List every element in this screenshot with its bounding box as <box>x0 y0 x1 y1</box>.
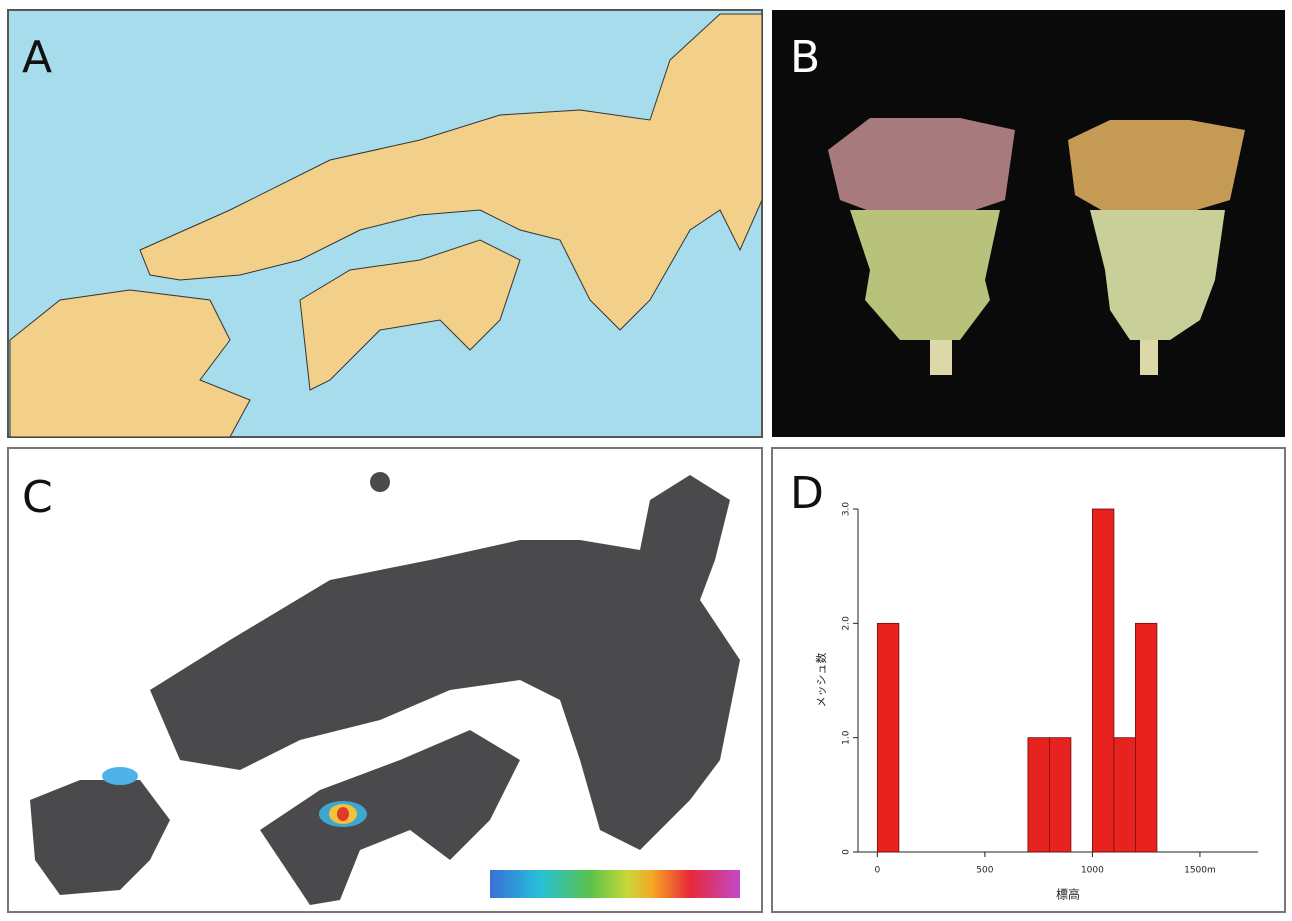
panel-label: C <box>22 472 53 523</box>
bar <box>1049 738 1071 852</box>
color-bar <box>490 870 740 898</box>
panel-d: D 標高 メッシュ数 0 1.0 2.0 3.0 0 500 1000 1500m <box>772 448 1285 912</box>
hotspot <box>102 767 138 785</box>
panel-label: A <box>22 32 52 83</box>
figure: A B C D <box>0 0 1292 917</box>
x-axis-label: 標高 <box>1056 887 1080 902</box>
panel-c: C <box>8 448 762 912</box>
flower-petals <box>1068 120 1245 215</box>
y-tick-label: 1.0 <box>842 730 852 745</box>
panel-b: B <box>772 10 1285 437</box>
y-tick-label: 0 <box>842 849 852 855</box>
y-tick-label: 2.0 <box>842 616 852 631</box>
y-axis-label: メッシュ数 <box>815 653 828 708</box>
bar <box>1135 623 1157 852</box>
page: {"panels": [{"label": "A"}, {"label": "B… <box>0 0 1292 917</box>
bar <box>1092 509 1114 852</box>
x-tick-label: 0 <box>874 866 880 876</box>
panel-label: D <box>790 468 824 519</box>
y-tick-label: 3.0 <box>842 502 852 517</box>
map-island <box>370 472 390 492</box>
panel-a: A <box>8 10 762 437</box>
flower-stem <box>930 340 952 375</box>
bar <box>1028 738 1050 852</box>
x-tick-label: 1500m <box>1184 866 1216 876</box>
bar <box>1114 738 1136 852</box>
x-tick-label: 500 <box>976 866 993 876</box>
panel-label: B <box>790 32 820 83</box>
bar <box>877 623 899 852</box>
flower-petals <box>828 118 1015 215</box>
hotspot <box>337 807 349 821</box>
flower-stem <box>1140 340 1158 375</box>
x-tick-label: 1000 <box>1081 866 1104 876</box>
